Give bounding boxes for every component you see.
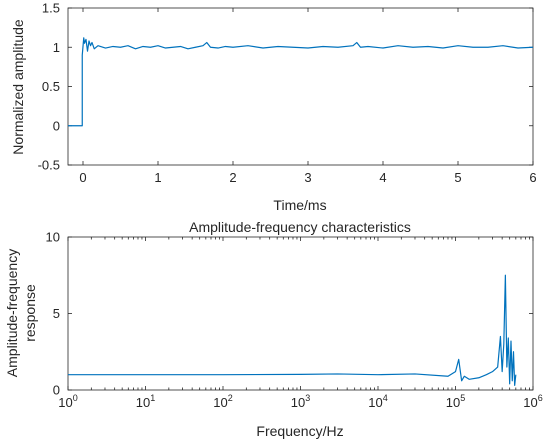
chart-0-x-axis-label: Time/ms — [273, 197, 326, 213]
x-tick-label: 100 — [58, 393, 77, 410]
x-tick-label: 104 — [368, 393, 387, 410]
series-line-0 — [68, 37, 534, 127]
chart-1-y-axis-label-line-1: Amplitude-frequency — [4, 249, 20, 377]
x-tick-label: 6 — [529, 170, 536, 185]
x-tick-label: 3 — [304, 170, 311, 185]
y-tick-label: -0.5 — [38, 158, 60, 173]
chart-0-x-ticks: 0 1 2 3 4 5 6 — [79, 8, 537, 185]
x-tick-label: 5 — [454, 170, 461, 185]
chart-1-plot-area — [67, 236, 534, 391]
y-tick-label: 1.5 — [42, 1, 60, 16]
x-tick-label: 4 — [379, 170, 386, 185]
x-tick-label: 2 — [229, 170, 236, 185]
chart-1-y-ticks: 0 5 10 — [46, 230, 533, 398]
chart-0-y-ticks: -0.5 0 0.5 1 1.5 — [38, 1, 533, 173]
y-tick-label: 5 — [53, 306, 60, 321]
x-tick-label: 103 — [291, 393, 310, 410]
x-tick-label: 105 — [446, 393, 465, 410]
y-tick-label: 1 — [53, 40, 60, 55]
y-tick-label: 0 — [53, 118, 60, 133]
chart-0-series — [68, 37, 534, 127]
y-tick-label: 0.5 — [42, 79, 60, 94]
chart-1-series — [68, 274, 517, 387]
x-tick-label: 106 — [523, 393, 542, 410]
chart-0-plot-area — [67, 7, 534, 166]
chart-1-y-axis-label-line-2: response — [22, 284, 38, 342]
chart-1-x-axis-label: Frequency/Hz — [256, 423, 343, 439]
x-tick-label: 1 — [154, 170, 161, 185]
chart-1-title: Amplitude-frequency characteristics — [189, 219, 411, 235]
x-tick-label: 101 — [136, 393, 155, 410]
chart-1-x-ticks: 100 101 102 103 104 105 106 — [58, 237, 543, 410]
x-tick-label: 102 — [213, 393, 232, 410]
frequency-response-chart: Amplitude-frequency characteristics 100 1… — [4, 219, 543, 439]
y-tick-label: 10 — [46, 230, 60, 245]
series-line-0 — [68, 274, 517, 387]
time-domain-chart: 0 1 2 3 4 5 6 -0.5 0 0.5 1 1.5 Time/ms Normalized … — [10, 1, 537, 214]
x-tick-label: 0 — [79, 170, 86, 185]
chart-0-y-axis-label: Normalized amplitude — [10, 19, 26, 155]
y-tick-label: 0 — [53, 383, 60, 398]
